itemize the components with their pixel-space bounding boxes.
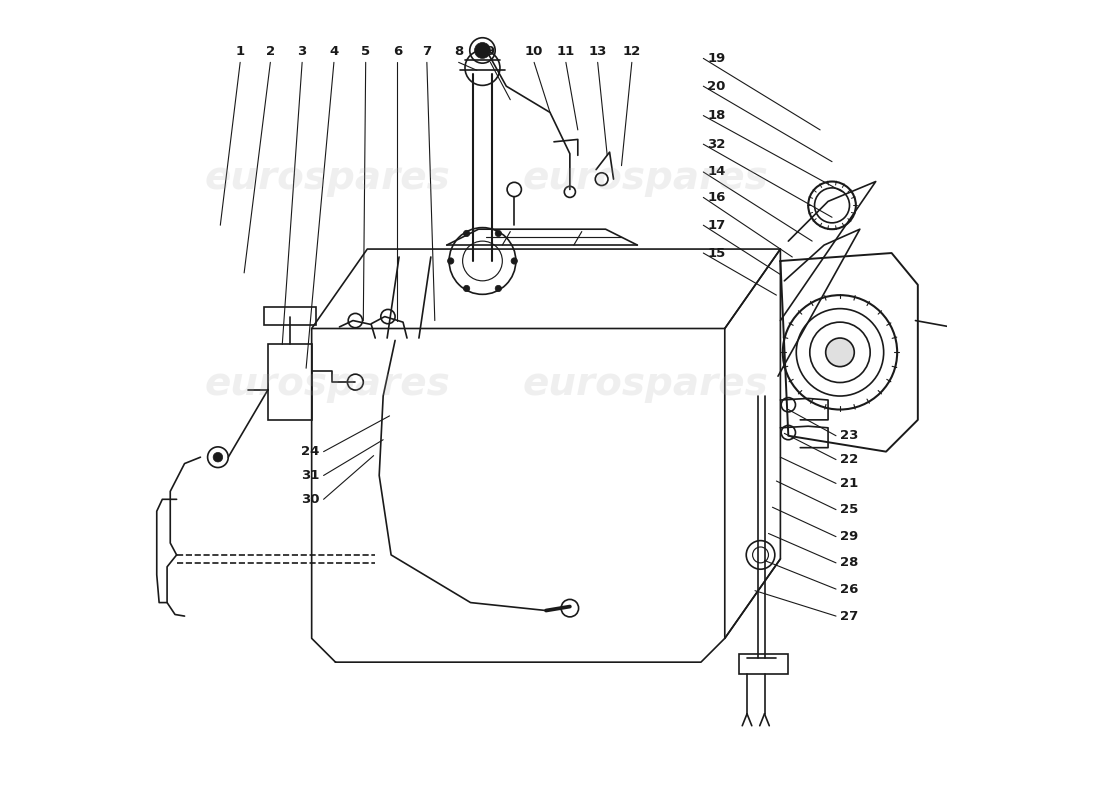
- Circle shape: [463, 286, 470, 292]
- Text: 6: 6: [393, 46, 403, 58]
- Circle shape: [826, 338, 855, 366]
- Text: 32: 32: [707, 138, 726, 150]
- Text: 21: 21: [840, 477, 858, 490]
- Circle shape: [474, 42, 491, 58]
- Text: 10: 10: [525, 46, 543, 58]
- Text: 7: 7: [422, 46, 431, 58]
- Circle shape: [213, 453, 222, 462]
- Text: 19: 19: [707, 52, 726, 65]
- Text: 17: 17: [707, 218, 726, 232]
- Text: 8: 8: [454, 46, 463, 58]
- Text: 5: 5: [361, 46, 371, 58]
- Circle shape: [463, 230, 470, 237]
- Circle shape: [512, 258, 517, 264]
- Text: 23: 23: [840, 430, 858, 442]
- Text: 20: 20: [707, 80, 726, 93]
- Text: 26: 26: [840, 582, 858, 595]
- Text: 31: 31: [301, 469, 320, 482]
- Text: 25: 25: [840, 503, 858, 516]
- Bar: [264, 307, 316, 325]
- Text: 28: 28: [840, 556, 858, 570]
- Text: eurospares: eurospares: [522, 158, 768, 197]
- Bar: [739, 654, 789, 674]
- Text: 3: 3: [297, 46, 307, 58]
- Text: 11: 11: [557, 46, 575, 58]
- Circle shape: [448, 258, 454, 264]
- Text: 30: 30: [301, 493, 320, 506]
- Text: 27: 27: [840, 610, 858, 622]
- Text: 29: 29: [840, 530, 858, 543]
- Text: eurospares: eurospares: [205, 158, 450, 197]
- Text: 14: 14: [707, 166, 726, 178]
- Circle shape: [495, 286, 502, 292]
- Text: 22: 22: [840, 453, 858, 466]
- Text: 24: 24: [301, 445, 320, 458]
- Text: 4: 4: [329, 46, 339, 58]
- Text: 12: 12: [623, 46, 641, 58]
- Text: 9: 9: [486, 46, 495, 58]
- Text: eurospares: eurospares: [522, 365, 768, 403]
- Text: 16: 16: [707, 191, 726, 204]
- Text: eurospares: eurospares: [205, 365, 450, 403]
- Circle shape: [495, 230, 502, 237]
- Text: 18: 18: [707, 109, 726, 122]
- Text: 1: 1: [235, 46, 244, 58]
- Text: 13: 13: [588, 46, 607, 58]
- Bar: [268, 344, 311, 420]
- Text: 15: 15: [707, 246, 726, 259]
- Text: 2: 2: [266, 46, 275, 58]
